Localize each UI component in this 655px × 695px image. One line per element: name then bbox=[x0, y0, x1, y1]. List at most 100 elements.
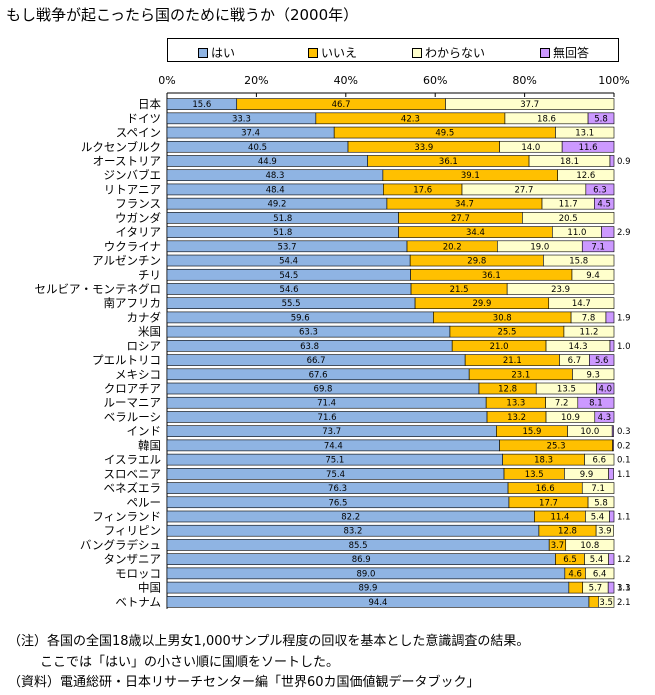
data-label-no: 3.7 bbox=[551, 541, 565, 551]
data-label-no: 39.1 bbox=[461, 171, 480, 181]
data-label-no: 33.9 bbox=[414, 143, 433, 153]
country-label: フランス bbox=[115, 197, 161, 211]
country-label: ベトナム bbox=[115, 595, 161, 609]
data-label-dk: 10.0 bbox=[580, 427, 599, 437]
legend-item-dk: わからない bbox=[412, 44, 485, 61]
country-label: ロシア bbox=[127, 339, 162, 353]
bar-segment-dk bbox=[585, 567, 615, 580]
country-label: アルゼンチン bbox=[92, 254, 161, 268]
bar-segment-dk bbox=[587, 496, 615, 509]
data-label-no: 15.9 bbox=[523, 427, 542, 437]
bar-segment-na bbox=[577, 396, 615, 409]
legend-swatch-na bbox=[540, 48, 550, 58]
bar-segment-no bbox=[588, 596, 599, 608]
data-label-dk: 9.4 bbox=[586, 271, 600, 281]
data-label-yes: 89.0 bbox=[356, 569, 375, 579]
data-label-no: 17.7 bbox=[539, 498, 558, 508]
data-label-no: 25.5 bbox=[497, 328, 516, 338]
bar-segment-dk bbox=[506, 283, 615, 295]
bar-segment-na bbox=[587, 112, 615, 125]
data-label-no: 36.1 bbox=[439, 157, 458, 167]
data-label-na: 4.5 bbox=[597, 200, 611, 210]
legend-label-yes: はい bbox=[211, 46, 236, 60]
bar-segment-na bbox=[581, 240, 615, 253]
bar-segment-no bbox=[568, 581, 584, 594]
data-label-yes: 40.5 bbox=[248, 143, 267, 153]
data-label-no: 11.4 bbox=[550, 512, 569, 522]
bar-segment-na bbox=[596, 382, 615, 395]
bar-segment-dk bbox=[565, 539, 615, 551]
legend-item-no: いいえ bbox=[308, 44, 357, 61]
bar-segment-na bbox=[594, 411, 615, 423]
data-label-yes: 73.7 bbox=[322, 427, 341, 437]
bar-segment-dk bbox=[548, 297, 615, 309]
data-label-yes: 44.9 bbox=[258, 157, 277, 167]
data-label-no: 21.5 bbox=[450, 285, 469, 295]
data-label-yes: 48.3 bbox=[265, 171, 284, 181]
data-label-dk: 3.9 bbox=[598, 527, 612, 537]
data-label-na: 1.2 bbox=[617, 555, 631, 565]
x-tick-label: 60% bbox=[423, 74, 447, 87]
bar-segment-dk bbox=[445, 98, 615, 110]
data-label-no: 4.6 bbox=[568, 569, 582, 579]
bar-segment-na bbox=[585, 183, 615, 196]
data-label-yes: 51.8 bbox=[273, 228, 292, 238]
data-label-dk: 11.7 bbox=[559, 200, 578, 210]
data-label-yes: 59.6 bbox=[291, 313, 310, 323]
x-tick-label: 40% bbox=[334, 74, 358, 87]
data-label-yes: 89.9 bbox=[358, 584, 377, 594]
data-label-dk: 13.1 bbox=[575, 129, 594, 139]
bar-segment-dk bbox=[555, 126, 615, 139]
data-label-dk: 5.7 bbox=[589, 584, 603, 594]
data-label-no: 12.8 bbox=[558, 527, 577, 537]
data-label-na: 7.1 bbox=[591, 242, 605, 252]
data-label-yes: 74.4 bbox=[324, 441, 343, 451]
bar-segment-na bbox=[609, 155, 615, 167]
data-label-no: 6.5 bbox=[563, 555, 577, 565]
data-label-dk: 9.9 bbox=[580, 470, 594, 480]
data-label-yes: 85.5 bbox=[349, 541, 368, 551]
data-label-dk: 11.0 bbox=[567, 228, 586, 238]
data-label-yes: 83.2 bbox=[343, 527, 362, 537]
data-label-no: 23.1 bbox=[511, 370, 530, 380]
bar-segment-dk bbox=[581, 482, 615, 494]
data-label-dk: 18.1 bbox=[560, 157, 579, 167]
country-label: 南アフリカ bbox=[104, 296, 162, 310]
data-label-no: 18.3 bbox=[534, 456, 553, 466]
data-label-yes: 48.4 bbox=[266, 185, 285, 195]
country-label: イスラエル bbox=[104, 453, 161, 467]
data-label-dk: 10.8 bbox=[580, 541, 599, 551]
country-label: タンザニア bbox=[104, 552, 162, 566]
country-label: ドイツ bbox=[127, 111, 162, 125]
chart-title: もし戦争が起こったら国のために戦うか（2000年） bbox=[6, 6, 359, 24]
data-label-na: 2.9 bbox=[617, 228, 631, 238]
data-label-yes: 94.4 bbox=[369, 598, 388, 608]
x-tick-label: 100% bbox=[598, 74, 629, 87]
bar-segment-na bbox=[608, 468, 614, 480]
data-label-dk: 15.8 bbox=[569, 257, 588, 267]
data-label-dk: 14.0 bbox=[521, 143, 540, 153]
data-label-dk: 13.5 bbox=[557, 385, 576, 395]
data-label-dk: 18.6 bbox=[537, 114, 556, 124]
country-label: 韓国 bbox=[138, 438, 161, 452]
data-label-na: 11.6 bbox=[579, 143, 598, 153]
x-tick-label: 80% bbox=[512, 74, 536, 87]
data-label-yes: 51.8 bbox=[273, 214, 292, 224]
data-label-no: 21.0 bbox=[490, 342, 509, 352]
data-label-dk: 11.2 bbox=[579, 328, 598, 338]
data-label-na: 1.9 bbox=[617, 313, 631, 323]
data-label-na: 1.1 bbox=[617, 470, 631, 480]
country-label: セルビア・モンテネグロ bbox=[35, 282, 162, 296]
data-label-no: 27.7 bbox=[451, 214, 470, 224]
country-label: 日本 bbox=[138, 97, 161, 111]
data-label-yes: 76.3 bbox=[328, 484, 347, 494]
country-label: ウガンダ bbox=[115, 211, 161, 225]
country-label: オーストリア bbox=[93, 154, 161, 168]
country-label: カナダ bbox=[127, 310, 162, 324]
data-label-yes: 82.2 bbox=[341, 512, 360, 522]
data-label-na: 8.1 bbox=[589, 399, 603, 409]
data-label-yes: 76.5 bbox=[329, 498, 348, 508]
legend-label-no: いいえ bbox=[321, 46, 358, 60]
data-label-dk: 14.7 bbox=[572, 299, 591, 309]
data-label-dk: 27.7 bbox=[514, 185, 533, 195]
